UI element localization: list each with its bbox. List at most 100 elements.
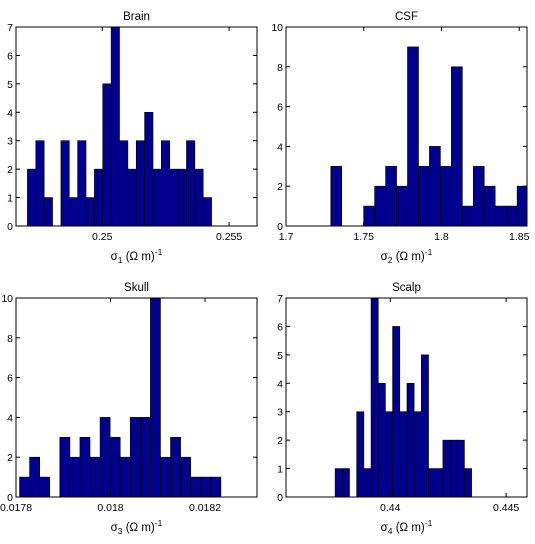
bar (396, 185, 408, 226)
bar (69, 456, 81, 497)
bar (385, 166, 397, 226)
bar (407, 46, 419, 226)
y-tick-label: 5 (7, 79, 13, 91)
bar (180, 456, 191, 497)
bars (330, 46, 535, 226)
y-tick-label: 3 (277, 407, 283, 419)
bar (35, 140, 45, 226)
bar (200, 476, 212, 497)
y-tick-label: 0 (277, 221, 283, 233)
x-tick-label: 0.44 (380, 502, 401, 514)
bar (421, 354, 429, 497)
x-tick-label: 1.85 (509, 231, 530, 243)
y-tick-label: 4 (7, 107, 13, 119)
bar (190, 476, 202, 497)
bar (428, 468, 436, 497)
bar (464, 468, 472, 497)
bar (210, 476, 222, 497)
chart-title: Skull (124, 282, 149, 294)
subplot-brain: 0 1 2 3 4 5 6 7 0.25 0.255 Brain σ1 (Ω m)-1 (7, 11, 258, 265)
y-tick-label: 6 (277, 321, 283, 333)
bars (27, 27, 212, 226)
axes-frame (285, 26, 528, 227)
bar (85, 197, 95, 226)
bar (342, 468, 350, 497)
y-tick-label: 10 (271, 22, 283, 34)
bar (483, 185, 496, 226)
bar (152, 168, 162, 226)
bar (392, 326, 401, 497)
bar (413, 411, 422, 497)
bar (160, 456, 171, 497)
bar (505, 205, 518, 226)
bar (150, 298, 161, 497)
bars (19, 298, 222, 497)
y-tick-label: 6 (277, 102, 283, 114)
bar (462, 205, 474, 226)
bar (494, 205, 507, 226)
y-tick-label: 0 (7, 492, 13, 504)
bar (102, 83, 112, 226)
bar (186, 140, 196, 226)
bar (442, 439, 451, 497)
x-tick-label: 1.75 (354, 231, 375, 243)
bar (202, 197, 212, 226)
y-tick-label: 2 (7, 452, 13, 464)
y-tick-label: 4 (277, 378, 283, 390)
bar (29, 456, 40, 497)
y-tick-label: 5 (277, 350, 283, 362)
bars (334, 298, 472, 497)
bar (516, 185, 527, 226)
bar (177, 168, 187, 226)
bar (19, 476, 30, 497)
y-tick-label: 2 (7, 164, 13, 176)
bar (399, 411, 408, 497)
bar (94, 168, 104, 226)
y-tick-label: 0 (277, 492, 283, 504)
bar (89, 456, 101, 497)
bar (528, 206, 535, 226)
bar (79, 436, 91, 497)
axes-frame (15, 26, 258, 227)
bar (140, 417, 151, 497)
bar (440, 166, 452, 226)
subplot-skull: 0 2 4 6 8 10 0.0178 0.018 0.0182 Skull σ3 (Ω m)-1 (0, 282, 258, 536)
subplot-csf: 0 2 4 6 8 10 1.7 1.75 1.8 1.85 CSF σ2 (Ω m)-1 (271, 11, 535, 265)
axes-frame (15, 297, 258, 498)
bar (129, 417, 141, 497)
bar (406, 382, 415, 497)
y-tick-label: 1 (7, 193, 13, 205)
x-tick-label: 1.8 (434, 231, 449, 243)
bar (370, 298, 379, 497)
bar (385, 411, 393, 497)
y-tick-label: 0 (7, 221, 13, 233)
y-tick-label: 10 (1, 293, 13, 305)
y-tick-label: 2 (277, 435, 283, 447)
bar (27, 168, 37, 226)
bar (144, 111, 154, 226)
bar (99, 417, 111, 497)
y-tick-label: 8 (7, 333, 13, 345)
bar (43, 197, 53, 226)
axes-frame (285, 297, 528, 498)
x-tick-label: 1.7 (279, 231, 294, 243)
bar (109, 436, 121, 497)
bar (119, 140, 129, 226)
bar (110, 27, 120, 226)
chart-title: Brain (123, 11, 150, 23)
bar (194, 168, 204, 226)
bar (170, 436, 181, 497)
x-tick-label: 0.0178 (0, 502, 32, 514)
bar (363, 468, 372, 497)
bar (429, 146, 441, 226)
bar (127, 168, 137, 226)
bar (60, 140, 70, 226)
bar (39, 476, 51, 497)
bar (59, 436, 71, 497)
bar (377, 382, 386, 497)
x-tick-label: 0.255 (216, 231, 242, 243)
x-axis-label: σ2 (Ω m)-1 (381, 247, 433, 265)
y-tick-label: 4 (277, 141, 283, 153)
bar (135, 140, 145, 226)
bar (374, 185, 386, 226)
